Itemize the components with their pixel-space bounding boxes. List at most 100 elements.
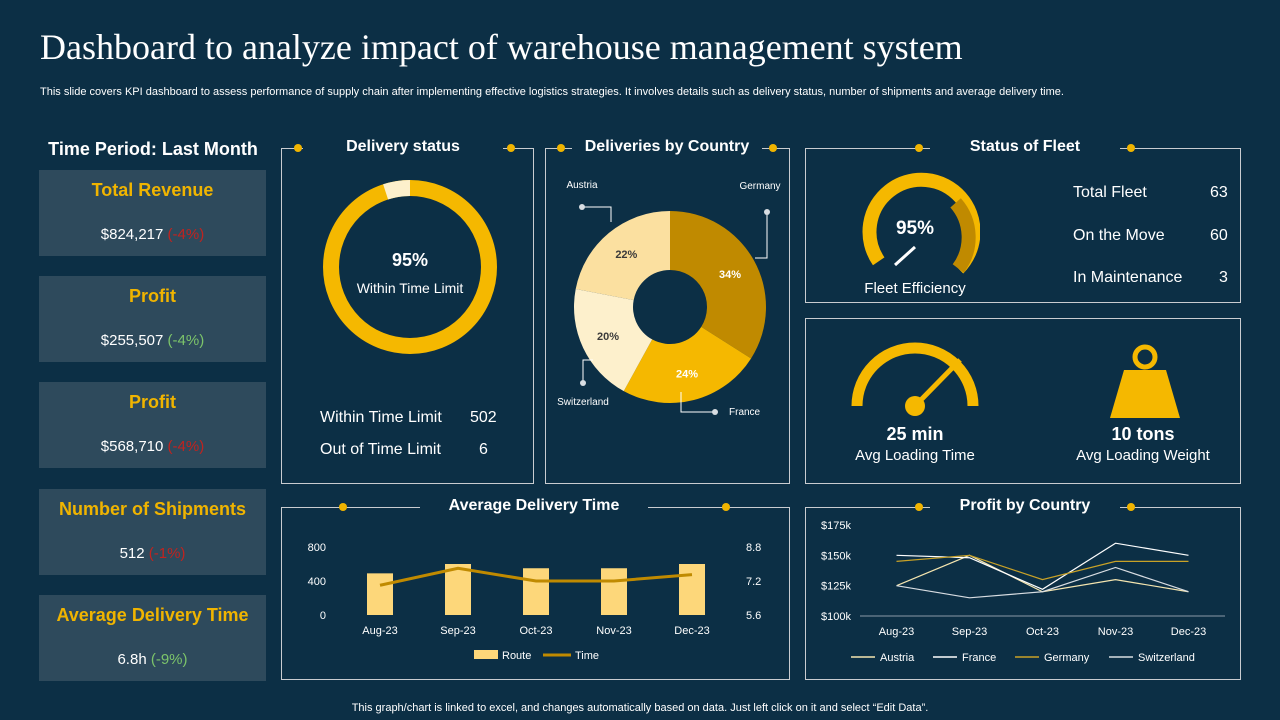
delivery-status-title: Delivery status [303, 138, 503, 158]
pie-data-label: 22% [615, 249, 637, 261]
fleet-moving-value: 60 [1210, 227, 1228, 244]
page-title: Dashboard to analyze impact of warehouse… [40, 27, 963, 67]
legend-label: France [962, 652, 996, 664]
time-period-label: Time Period: Last Month [48, 139, 258, 159]
kpi-card-profit: Profit $255,507 (-4%) [39, 276, 266, 362]
y-left-tick-label: 800 [308, 542, 326, 554]
gauge-arc-dark [950, 198, 976, 273]
profit-by-country-title: Profit by Country [930, 497, 1120, 517]
y-right-tick-label: 7.2 [746, 576, 761, 588]
kpi-value: 6.8h [117, 651, 147, 668]
kpi-title: Profit [129, 286, 176, 306]
pie-data-label: 34% [719, 269, 741, 281]
panel-dot [915, 144, 923, 152]
speedometer-needle [913, 358, 962, 408]
speedometer-hub [905, 396, 925, 416]
fleet-maintenance-value: 3 [1219, 269, 1228, 286]
pie-slice-france [623, 326, 752, 403]
y-tick-label: $100k [821, 611, 851, 623]
pie-leader-dot [764, 209, 770, 215]
legend-label: Switzerland [1138, 652, 1195, 664]
panel-dot [915, 503, 923, 511]
x-tick-label: Oct-23 [519, 625, 552, 637]
panel-dot [557, 144, 565, 152]
series-line-switzerland [896, 566, 1189, 599]
kpi-change: (-4%) [167, 332, 205, 349]
x-tick-label: Sep-23 [440, 625, 475, 637]
panel-dot [769, 144, 777, 152]
kpi-title: Average Delivery Time [56, 605, 249, 625]
avg-loading-time-label: Avg Loading Time [855, 447, 975, 464]
kpi-change: (-4%) [167, 438, 205, 455]
kpi-value: $824,217 [100, 226, 164, 243]
y-right-tick-label: 5.6 [746, 610, 761, 622]
profit-by-country-chart: $100k $125k $150k $175k Aug-23 Sep-23 Oct-23 No… [821, 520, 1225, 664]
series-line-france [896, 542, 1189, 590]
pie-data-label: 20% [597, 331, 619, 343]
out-limit-label: Out of Time Limit [320, 441, 441, 458]
x-tick-label: Dec-23 [1171, 626, 1206, 638]
pie-slice-germany [670, 211, 767, 359]
bar-route [601, 568, 627, 615]
x-tick-label: Aug-23 [879, 626, 914, 638]
delivery-status-donut: 95% Within Time Limit [323, 180, 497, 354]
donut-center-label: Within Time Limit [357, 280, 464, 296]
pie-leader-line [755, 212, 768, 259]
bar-route [367, 573, 393, 615]
kpi-card-shipments: Number of Shipments 512 (-1%) [39, 489, 266, 575]
pie-leader-dot [580, 380, 586, 386]
pie-leader-line [582, 206, 612, 222]
average-delivery-time-title: Average Delivery Time [420, 497, 648, 517]
fleet-moving-label: On the Move [1073, 227, 1165, 244]
avg-loading-weight-value: 10 tons [1111, 424, 1175, 444]
y-tick-label: $150k [821, 550, 851, 562]
pie-category-label: Germany [739, 181, 780, 192]
panel-dot [339, 503, 347, 511]
series-line-austria [896, 554, 1189, 593]
out-limit-value: 6 [479, 441, 488, 458]
weight-body [1110, 370, 1180, 418]
kpi-change: (-1%) [148, 545, 186, 562]
deliveries-by-country-title: Deliveries by Country [572, 138, 762, 158]
donut-center-value: 95% [392, 250, 428, 270]
y-right-tick-label: 8.8 [746, 542, 761, 554]
speedometer-icon [851, 342, 979, 416]
kpi-value: $255,507 [100, 332, 164, 349]
fleet-maintenance-label: In Maintenance [1073, 269, 1183, 286]
fleet-total-label: Total Fleet [1073, 184, 1147, 201]
weight-handle [1132, 344, 1158, 370]
pie-slice-switzerland [574, 289, 653, 392]
gauge-value: 95% [896, 218, 934, 239]
x-tick-label: Dec-23 [674, 625, 709, 637]
series-line-germany [896, 554, 1189, 581]
status-of-fleet-title: Status of Fleet [930, 138, 1120, 158]
line-time [379, 566, 693, 587]
kpi-value: 512 [119, 545, 145, 562]
x-tick-label: Aug-23 [362, 625, 397, 637]
gauge-needle [893, 245, 917, 267]
gauge-label: Fleet Efficiency [864, 280, 966, 297]
y-left-tick-label: 400 [308, 576, 326, 588]
pie-leader-dot [712, 409, 718, 415]
kpi-title: Total Revenue [91, 180, 214, 200]
within-limit-label: Within Time Limit [320, 409, 442, 426]
within-limit-value: 502 [470, 409, 497, 426]
kpi-title: Number of Shipments [58, 499, 246, 519]
kpi-change: (-9%) [150, 651, 188, 668]
kpi-card-total-revenue: Total Revenue $824,217 (-4%) [39, 170, 266, 256]
x-tick-label: Nov-23 [596, 625, 631, 637]
pie-leader-line [680, 392, 715, 413]
pie-data-label: 24% [676, 368, 698, 380]
bar-route [523, 568, 549, 615]
kpi-change: (-4%) [167, 226, 205, 243]
avg-loading-time-value: 25 min [886, 424, 944, 444]
x-tick-label: Sep-23 [952, 626, 987, 638]
panel-dot [294, 144, 302, 152]
pie-category-label: France [729, 407, 761, 418]
panel-dot [1127, 144, 1135, 152]
legend-route-swatch [474, 650, 498, 659]
pie-leader-line [582, 359, 593, 383]
bar-route [445, 564, 471, 615]
deliveries-pie-chart: 22% 34% 24% 20% Austria Germany France Switzerl… [557, 180, 780, 418]
pie-leader-dot [579, 204, 585, 210]
